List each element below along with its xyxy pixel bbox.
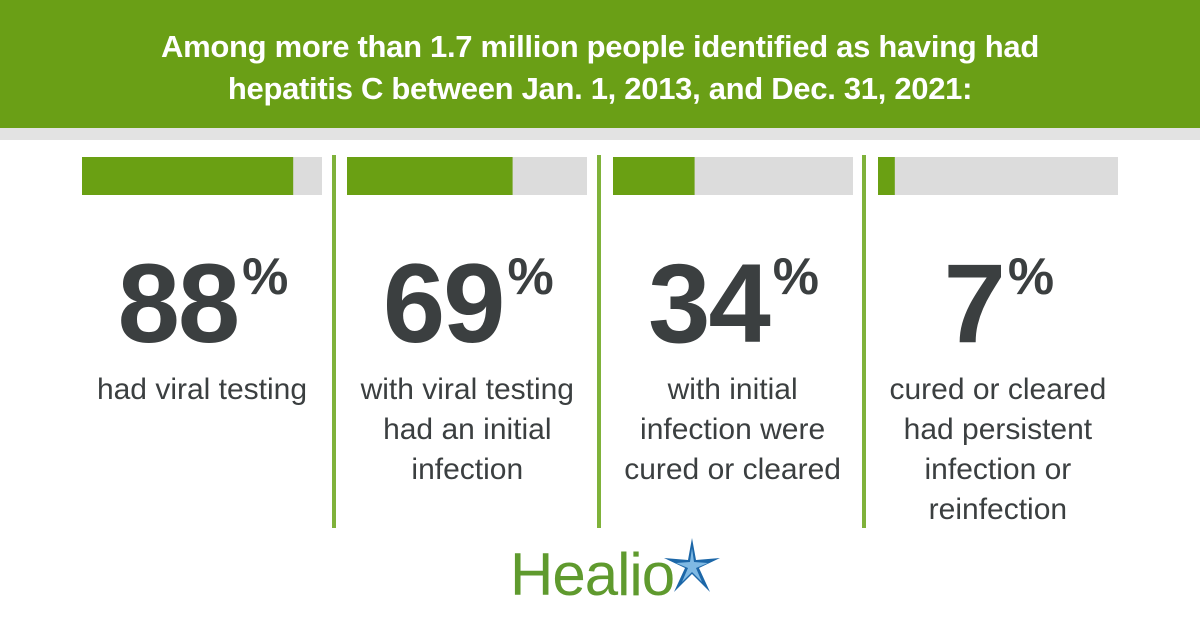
divider [862,155,866,528]
caption: with viral testing had an initial infect… [360,373,574,486]
logo-star [664,538,720,592]
stat-column: 69% with viral testing had an initial inf… [347,157,588,490]
caption: with initial infection were cured or cle… [624,373,841,486]
stat-column: 34% with initial infection were cured or … [612,157,853,490]
bar [877,157,895,195]
header-band [0,128,1200,140]
title: Among more than 1.7 million people ident… [161,29,1039,106]
progress-bar [877,157,1118,195]
value-label: 7% [943,241,1055,366]
bar [612,157,695,195]
progress-bar [347,157,588,195]
divider [597,155,601,528]
caption: cured or cleared had persistent infectio… [889,373,1107,526]
bar [347,157,513,195]
progress-bar [82,157,322,195]
header [0,0,1200,128]
logo: Healio [510,541,675,608]
value-label: 34% [648,241,819,366]
bar [82,157,294,195]
bar-track [877,157,1118,195]
stat-column: 88% had viral testing [82,157,322,410]
divider [332,155,336,528]
stat-column: 7% cured or cleared had persistent infect… [877,157,1118,530]
progress-bar [612,157,853,195]
value-label: 69% [382,241,554,366]
value-label: 88% [117,241,289,366]
caption: had viral testing [96,373,308,406]
